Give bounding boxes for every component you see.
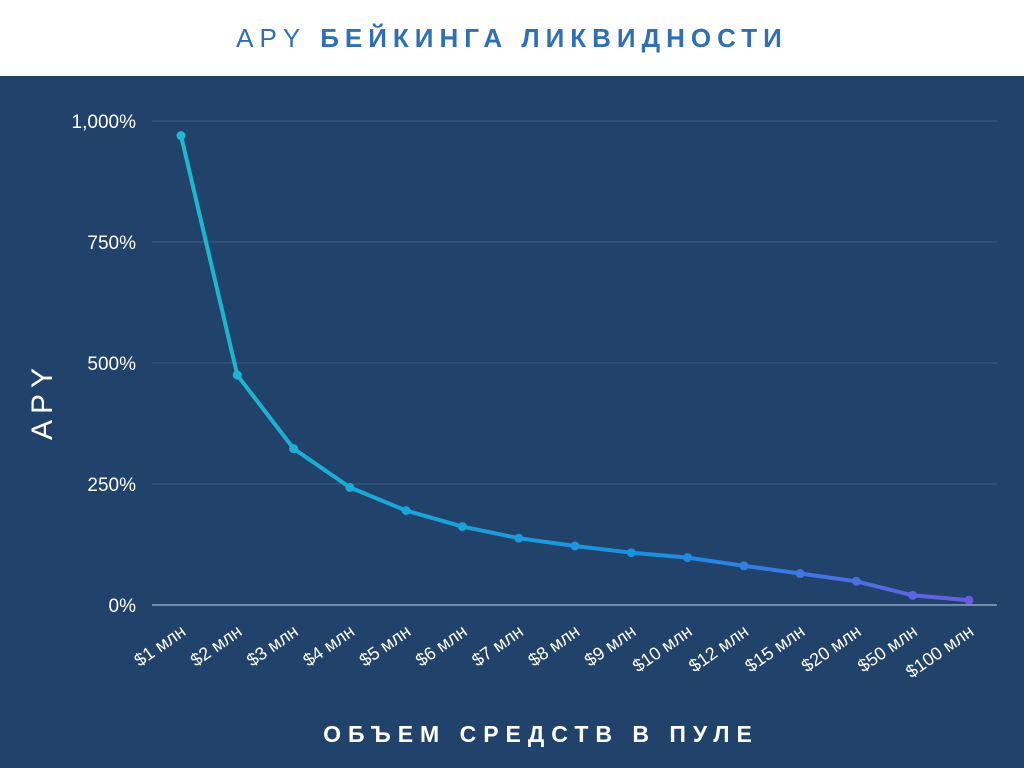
data-point [739, 561, 749, 571]
y-tick-label: 250% [87, 475, 136, 496]
data-point [795, 569, 805, 579]
x-tick-label: $8 млн [524, 621, 583, 671]
x-tick-label: $5 млн [356, 621, 415, 671]
y-axis-label: APY [26, 362, 59, 440]
data-point [626, 548, 636, 558]
x-tick-label: $20 млн [798, 621, 865, 676]
data-point [683, 553, 693, 563]
x-axis-ticks: $1 млн$2 млн$3 млн$4 млн$5 млн$6 млн$7 м… [130, 621, 977, 682]
data-point [401, 506, 411, 516]
x-axis-label: ОБЪЕМ СРЕДСТВ В ПУЛЕ [323, 721, 759, 747]
data-point [345, 482, 355, 492]
grid-lines [152, 120, 997, 606]
data-point [514, 533, 524, 543]
data-point [570, 541, 580, 551]
y-tick-label: 1,000% [72, 112, 137, 133]
data-point [457, 522, 467, 532]
y-tick-label: 500% [87, 354, 136, 375]
x-tick-label: $2 млн [187, 621, 246, 671]
y-axis-ticks: 0% 250% 500% 750% 1,000% [72, 112, 137, 617]
x-tick-label: $10 млн [629, 621, 696, 676]
data-point [232, 370, 242, 380]
x-tick-label: $6 млн [412, 621, 471, 671]
series-line [179, 133, 971, 603]
y-tick-label: 750% [87, 233, 136, 254]
data-point [851, 576, 861, 586]
chart-title-light: APY [236, 22, 307, 53]
x-tick-label: $4 млн [299, 621, 358, 671]
data-point [964, 595, 974, 605]
data-points [176, 131, 974, 605]
x-tick-label: $15 млн [741, 621, 808, 676]
data-point [289, 444, 299, 454]
chart-panel: 0% 250% 500% 750% 1,000% $1 млн $2 млн $3 млн $… [0, 76, 1024, 768]
data-point [176, 131, 186, 141]
x-tick-label: $1 млн [130, 621, 189, 671]
x-tick-label: $12 млн [685, 621, 752, 676]
line-chart: 0%250%500%750%1,000% $1 млн$2 млн$3 млн$… [26, 112, 997, 747]
x-tick-label: $7 млн [468, 621, 527, 671]
chart-title-bold: БЕЙКИНГА ЛИКВИДНОСТИ [320, 22, 788, 53]
data-point [908, 590, 918, 600]
chart-header: APY БЕЙКИНГА ЛИКВИДНОСТИ [0, 0, 1024, 76]
y-tick-label: 0% [109, 596, 137, 617]
x-tick-label: $3 млн [243, 621, 302, 671]
